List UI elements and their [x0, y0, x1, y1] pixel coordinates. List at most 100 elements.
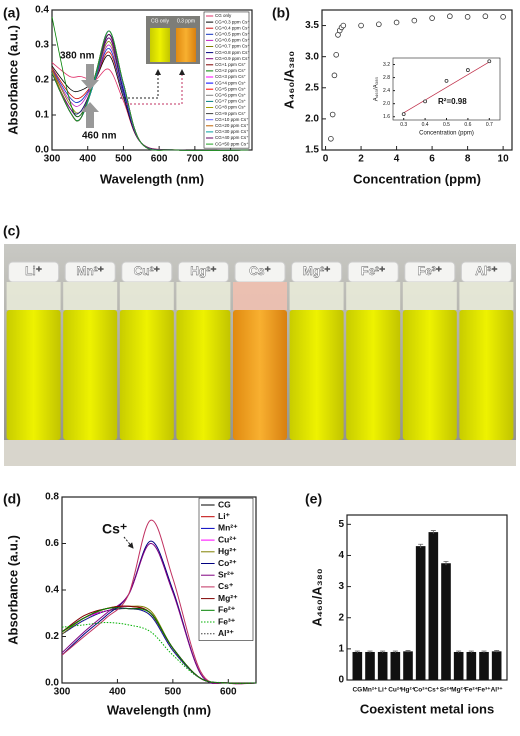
data-point — [331, 72, 338, 79]
x-tick-label: 10 — [498, 154, 510, 165]
bar — [479, 651, 489, 680]
vial — [176, 28, 196, 62]
legend-label: CG+0.4 ppm Cs⁺ — [215, 25, 250, 30]
x-tick-label: Fe³⁺ — [477, 687, 491, 694]
x-tick-label: 500 — [115, 154, 132, 165]
legend-label: CG+7 ppm Cs⁺ — [215, 99, 247, 104]
x-tick-label: Cs⁺ — [427, 687, 439, 694]
vial-neck — [233, 282, 287, 310]
data-point — [444, 78, 449, 83]
pointer — [123, 536, 134, 549]
y-tick-label: 2 — [338, 612, 344, 623]
data-point — [423, 99, 428, 104]
vial-liquid — [6, 310, 61, 440]
vial-neck — [402, 282, 457, 310]
data-point — [482, 13, 489, 20]
error-bar — [456, 650, 462, 653]
error-bar — [380, 650, 386, 653]
bar — [390, 651, 401, 680]
y-tick-label: 2.8 — [383, 75, 390, 81]
legend-label: CG+3 ppm Cs⁺ — [215, 74, 247, 79]
bar — [491, 651, 502, 680]
panel-label: (c) — [3, 223, 20, 239]
x-tick-label: Sr²⁺ — [440, 687, 453, 694]
y-tick-label: 1.5 — [305, 145, 319, 156]
error-bar — [494, 650, 500, 653]
error-bar — [468, 650, 474, 653]
x-tick-label: Hg²⁺ — [401, 687, 416, 694]
legend-label: Fe³⁺ — [218, 616, 236, 626]
y-tick-label: 0 — [338, 675, 344, 686]
x-tick-label: Al³⁺ — [491, 687, 504, 694]
vial-neck — [63, 282, 118, 310]
bar — [428, 532, 439, 680]
vial-neck — [459, 282, 514, 310]
x-tick-label: 0.4 — [422, 122, 429, 128]
y-axis-title: A₄₆₀/A₃₈₀ — [281, 51, 296, 109]
x-tick-label: Li⁺ — [378, 687, 388, 694]
x-tick-label: 500 — [165, 687, 182, 698]
legend-label: CG+30 ppm Cs⁺ — [215, 129, 249, 134]
data-point — [393, 19, 400, 26]
legend-label: CG+50 ppm Cs⁺ — [215, 141, 249, 146]
legend-label: CG+8 ppm Cs⁺ — [215, 105, 247, 110]
data-point — [487, 59, 492, 64]
y-tick-label: 2.5 — [305, 82, 319, 93]
y-tick-label: 2.4 — [383, 88, 390, 94]
plot-frame — [321, 9, 513, 151]
data-point — [340, 22, 347, 29]
x-tick-label: Fe²⁺ — [465, 687, 479, 694]
vial-liquid — [119, 310, 174, 440]
y-tick-label: 3.2 — [383, 62, 390, 68]
photo-label: 0.3 ppm — [177, 18, 195, 24]
error-bar — [430, 530, 436, 534]
legend-label: Co²⁺ — [218, 558, 237, 568]
y-tick-label: 2.0 — [305, 114, 319, 125]
annotation: 460 nm — [82, 131, 117, 142]
y-tick-label: 0.4 — [45, 585, 59, 596]
vial-liquid — [402, 310, 457, 440]
y-tick-label: 1.6 — [383, 114, 390, 120]
data-point — [333, 51, 340, 58]
legend-label: CG+0.8 ppm Cs⁺ — [215, 50, 250, 55]
annotation: Cs⁺ — [102, 521, 127, 537]
bar — [466, 651, 477, 680]
x-tick-label: Mg²⁺ — [451, 687, 467, 694]
legend-label: CG+40 ppm Cs⁺ — [215, 135, 249, 140]
legend-label: Cu²⁺ — [218, 534, 237, 544]
bar — [377, 651, 388, 680]
vial-liquid — [63, 310, 118, 440]
fit-line — [403, 61, 490, 114]
x-tick-label: Mn²⁺ — [363, 687, 379, 694]
y-axis-title: A₄₆₀/A₃₈₀ — [309, 568, 324, 626]
data-point — [328, 136, 334, 142]
x-axis-title: Coexistent metal ions — [360, 701, 494, 716]
x-axis-title: Concentration (ppm) — [353, 171, 481, 186]
vial-liquid — [346, 310, 401, 440]
x-tick-label: 800 — [222, 154, 239, 165]
data-point — [358, 22, 364, 29]
x-tick-label: CG — [352, 687, 362, 694]
x-tick-label: Cu²⁺ — [388, 687, 403, 694]
error-bar — [354, 650, 360, 653]
series-line — [61, 607, 257, 684]
annotation: 380 nm — [60, 51, 95, 62]
annotation: R²=0.98 — [438, 97, 467, 106]
y-tick-label: 0.2 — [45, 631, 59, 642]
x-axis-title: Concentration (ppm) — [419, 131, 474, 137]
y-tick-label: 0.8 — [45, 492, 59, 503]
legend-label: CG+6 ppm Cs⁺ — [215, 92, 247, 97]
x-tick-label: 0.5 — [443, 122, 450, 128]
x-tick-label: 400 — [79, 154, 96, 165]
legend-label: CG+0.6 ppm Cs⁺ — [215, 38, 250, 43]
data-point — [411, 17, 418, 24]
y-axis-title: Absorbance (a.u.) — [5, 535, 20, 645]
x-tick-label: 0.7 — [486, 122, 493, 128]
error-bar — [405, 650, 411, 653]
vial-neck — [289, 282, 344, 310]
vial-liquid — [459, 310, 514, 440]
x-tick-label: 600 — [220, 687, 237, 698]
legend-label: Mn²⁺ — [218, 523, 238, 533]
bar — [441, 563, 451, 680]
vial-liquid — [176, 310, 231, 440]
